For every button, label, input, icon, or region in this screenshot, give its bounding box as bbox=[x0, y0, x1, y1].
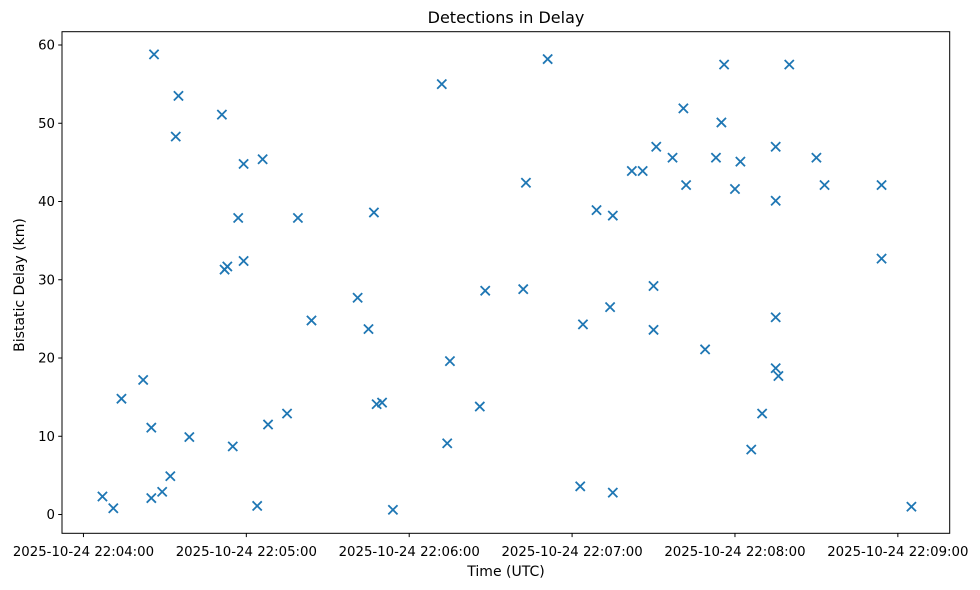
y-tick-label: 40 bbox=[38, 195, 55, 210]
data-point-marker bbox=[784, 59, 795, 70]
data-point-marker bbox=[716, 117, 727, 128]
data-point-marker bbox=[376, 397, 388, 408]
data-point-marker bbox=[444, 355, 456, 367]
data-point-marker bbox=[604, 301, 616, 313]
data-point-marker bbox=[607, 487, 619, 498]
data-point-marker bbox=[227, 441, 238, 452]
data-point-marker bbox=[148, 49, 160, 60]
data-point-marker bbox=[479, 285, 491, 296]
data-point-marker bbox=[165, 470, 176, 482]
data-point-marker bbox=[648, 324, 659, 336]
x-axis-label: Time (UTC) bbox=[467, 564, 545, 580]
data-point-marker bbox=[520, 177, 532, 188]
x-tick-label: 2025-10-24 22:09:00 bbox=[827, 545, 968, 560]
data-point-marker bbox=[474, 401, 486, 412]
data-point-marker bbox=[238, 158, 249, 170]
data-point-marker bbox=[678, 103, 689, 114]
x-tick-label: 2025-10-24 22:08:00 bbox=[664, 545, 805, 560]
data-point-marker bbox=[436, 78, 448, 90]
data-point-marker bbox=[637, 165, 648, 177]
data-point-marker bbox=[876, 253, 887, 264]
data-point-marker bbox=[770, 195, 781, 206]
data-point-marker bbox=[542, 53, 553, 65]
y-tick-label: 0 bbox=[47, 508, 55, 523]
data-point-marker bbox=[770, 362, 781, 374]
data-point-marker bbox=[517, 283, 529, 295]
data-point-marker bbox=[811, 152, 822, 163]
data-point-marker bbox=[238, 255, 249, 267]
data-point-marker bbox=[108, 503, 119, 514]
data-point-marker bbox=[773, 370, 784, 382]
x-tick-label: 2025-10-24 22:04:00 bbox=[13, 545, 154, 560]
data-point-marker bbox=[184, 431, 195, 443]
data-point-marker bbox=[251, 500, 263, 512]
data-point-marker bbox=[626, 165, 638, 177]
y-tick-label: 50 bbox=[38, 117, 55, 132]
data-point-marker bbox=[352, 292, 363, 303]
data-point-marker bbox=[441, 438, 453, 449]
data-point-marker bbox=[710, 152, 722, 163]
data-point-marker bbox=[306, 315, 317, 326]
data-point-marker bbox=[718, 59, 730, 70]
data-point-marker bbox=[591, 204, 602, 216]
data-point-marker bbox=[819, 179, 830, 191]
data-point-marker bbox=[363, 323, 374, 335]
data-point-marker bbox=[735, 156, 746, 167]
chart-title: Detections in Delay bbox=[427, 8, 585, 27]
data-point-marker bbox=[116, 393, 127, 404]
data-point-marker bbox=[170, 131, 181, 142]
y-tick-label: 60 bbox=[38, 39, 55, 54]
plot-spines bbox=[61, 31, 951, 534]
data-point-marker bbox=[257, 154, 268, 165]
y-axis-label: Bistatic Delay (km) bbox=[12, 218, 28, 352]
y-tick-label: 20 bbox=[38, 352, 55, 367]
data-point-marker bbox=[156, 486, 168, 498]
data-point-marker bbox=[262, 419, 274, 430]
data-point-marker bbox=[770, 141, 781, 152]
data-point-marker bbox=[173, 90, 184, 102]
data-point-marker bbox=[699, 344, 711, 355]
data-point-marker bbox=[146, 492, 157, 504]
data-point-marker bbox=[770, 312, 781, 323]
data-point-marker bbox=[648, 280, 659, 292]
data-point-marker bbox=[680, 179, 692, 191]
x-tick-label: 2025-10-24 22:05:00 bbox=[176, 545, 317, 560]
data-point-marker bbox=[222, 261, 233, 272]
data-point-marker bbox=[216, 109, 228, 120]
data-point-marker bbox=[387, 504, 399, 516]
y-tick-label: 10 bbox=[38, 430, 55, 445]
data-point-marker bbox=[137, 374, 149, 386]
data-point-marker bbox=[607, 210, 619, 221]
data-point-marker bbox=[574, 481, 586, 492]
data-point-marker bbox=[876, 179, 887, 191]
data-point-marker bbox=[746, 444, 757, 455]
data-point-marker bbox=[577, 319, 589, 330]
data-point-marker bbox=[756, 408, 768, 419]
data-point-marker bbox=[667, 152, 678, 163]
data-point-marker bbox=[368, 207, 380, 218]
data-point-marker bbox=[292, 212, 304, 224]
data-point-marker bbox=[232, 212, 244, 224]
data-point-marker bbox=[729, 183, 741, 195]
data-point-marker bbox=[906, 501, 917, 512]
data-point-marker bbox=[651, 141, 662, 152]
data-point-marker bbox=[281, 408, 293, 419]
data-point-marker bbox=[97, 491, 108, 502]
x-tick-label: 2025-10-24 22:06:00 bbox=[339, 545, 480, 560]
x-tick-label: 2025-10-24 22:07:00 bbox=[501, 545, 642, 560]
data-point-marker bbox=[146, 422, 157, 433]
y-tick-label: 30 bbox=[38, 273, 55, 288]
